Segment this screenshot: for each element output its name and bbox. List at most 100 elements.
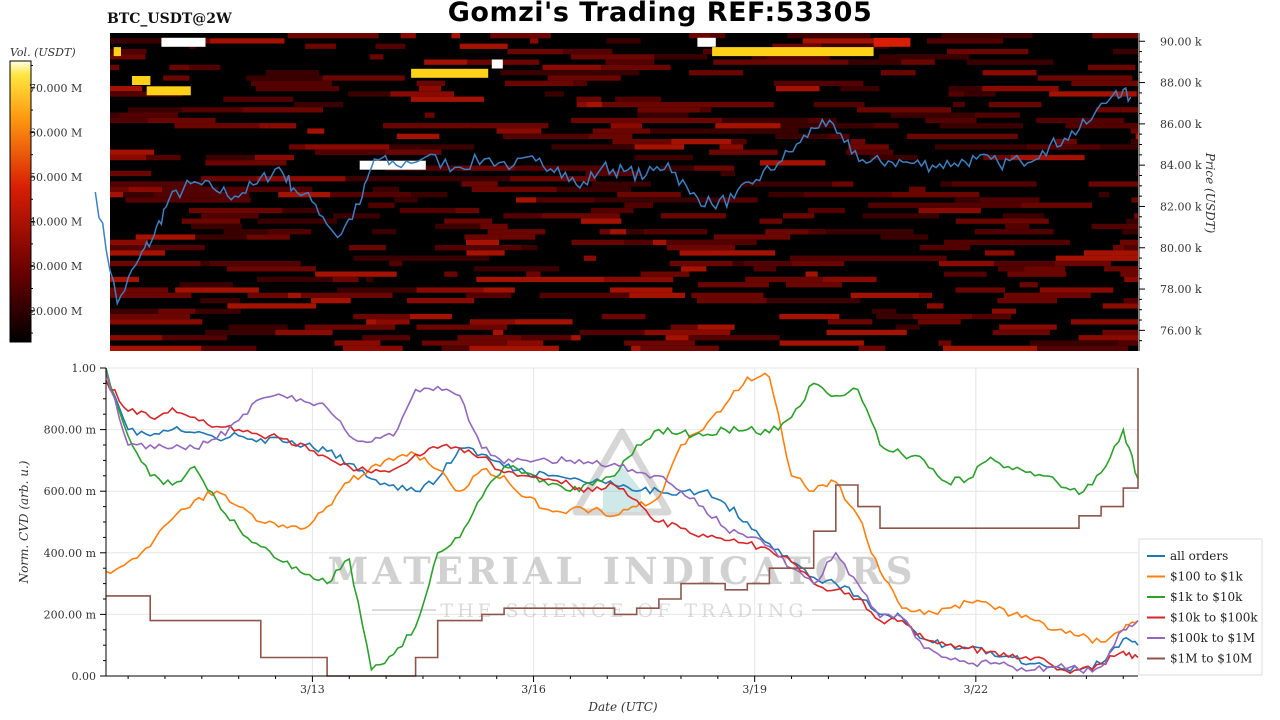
heatmap-cell	[275, 329, 333, 336]
heatmap-cell	[786, 282, 842, 288]
heatmap-cell	[195, 234, 247, 240]
heatmap-cell	[390, 91, 454, 97]
heatmap-cell	[330, 192, 411, 198]
heatmap-cell	[679, 250, 776, 256]
heatmap-cell	[201, 287, 259, 293]
heatmap-cell	[696, 298, 767, 304]
heatmap-panel: 90.00 k 88.00 k 86.00 k 84.00 k 82.00 k 80.00…	[94, 33, 1217, 351]
heatmap-cell	[1054, 260, 1112, 267]
heatmap-cell	[612, 139, 672, 145]
heatmap-cell	[953, 101, 965, 108]
heatmap-cell	[1003, 292, 1091, 298]
heatmap-cell	[228, 324, 288, 330]
heatmap-cell	[110, 48, 147, 55]
heatmap-cell	[322, 75, 405, 81]
heatmap-cell	[257, 276, 333, 283]
heatmap-cell	[1010, 154, 1085, 161]
heatmap-cell	[935, 144, 1027, 150]
heatmap-cell	[1039, 287, 1114, 293]
heatmap-cell	[710, 33, 726, 39]
heatmap-cell	[909, 186, 926, 192]
heatmap-cell	[204, 329, 276, 336]
colorbar-ticks: 70.000 M 60.000 M 50.000 M 40.000 M 30.000 M…	[29, 64, 82, 334]
heatmap-cell	[732, 260, 744, 267]
heatmap-cell	[466, 250, 505, 256]
heatmap-cell	[410, 192, 448, 198]
liquidity-band	[873, 37, 911, 47]
heatmap-cell	[719, 144, 744, 150]
heatmap-cell	[305, 144, 390, 150]
heatmap-cell	[268, 229, 312, 235]
heatmap-cell	[110, 308, 159, 314]
heatmap-cell	[606, 38, 641, 44]
heatmap-cell	[850, 139, 866, 145]
heatmap-cell	[869, 154, 918, 161]
heatmap-cell	[110, 335, 163, 341]
heatmap-cell	[396, 133, 440, 139]
heatmap-cell	[516, 197, 537, 203]
heatmap-cell	[803, 192, 892, 198]
heatmap-cell	[110, 192, 123, 198]
heatmap-cell	[1113, 245, 1125, 251]
heatmap-cell	[713, 59, 758, 65]
cvd-x-tick-label: 3/13	[300, 683, 325, 696]
heatmap-cell	[372, 229, 397, 235]
heatmap-cell	[416, 80, 446, 86]
heatmap-cell	[944, 239, 1016, 245]
heatmap-cell	[416, 287, 484, 293]
heatmap-cell	[539, 292, 630, 298]
heatmap-cell	[1135, 133, 1138, 139]
heatmap-cell	[848, 59, 902, 65]
heatmap-cell	[353, 255, 431, 261]
heatmap-cell	[110, 117, 148, 124]
heatmap-cell	[394, 197, 418, 203]
heatmap-cell	[1024, 266, 1066, 272]
heatmap-cell	[1083, 250, 1138, 256]
heatmap-cell	[175, 287, 202, 293]
heatmap-cell	[314, 149, 386, 155]
watermark: MATERIAL INDICATORS THE SCIENCE OF TRADI…	[328, 428, 912, 622]
heatmap-cell	[766, 298, 861, 304]
heatmap-cell	[334, 340, 381, 346]
heatmap-cell	[848, 144, 889, 150]
heatmap-cell	[444, 271, 458, 277]
heatmap-cell	[765, 229, 809, 235]
heatmap-cell	[110, 292, 130, 298]
colorbar-label: Vol. (USDT)	[10, 46, 76, 59]
heatmap-cell	[1037, 345, 1129, 351]
cvd-axes: 1.00 800.00 m 600.00 m 400.00 m 200.00 m 0.00…	[44, 362, 1138, 696]
heatmap-cell	[503, 213, 542, 219]
heatmap-cell	[435, 223, 481, 230]
price-tick-label: 80.00 k	[1160, 242, 1202, 255]
legend-entry-label: $100k to $1M	[1170, 631, 1255, 645]
heatmap-cell	[372, 186, 400, 192]
heatmap-cell	[586, 101, 603, 108]
heatmap-cell	[850, 292, 920, 298]
liquidity-band	[146, 86, 191, 96]
heatmap-cell	[697, 324, 735, 330]
heatmap-cell	[456, 176, 511, 182]
heatmap-cell	[767, 54, 830, 60]
heatmap-cell	[944, 271, 987, 277]
heatmap-cell	[997, 298, 1057, 304]
heatmap-cell	[1098, 192, 1110, 198]
heatmap-cell	[110, 112, 120, 118]
heatmap-cell	[972, 313, 1012, 320]
cvd-series-line	[105, 367, 1139, 672]
heatmap-cell	[743, 260, 792, 267]
heatmap-cell	[522, 276, 605, 283]
heatmap-cell	[994, 260, 1055, 267]
heatmap-cell	[660, 213, 726, 219]
heatmap-cell	[398, 176, 457, 182]
heatmap-cell	[399, 207, 456, 214]
heatmap-cell	[579, 329, 645, 336]
heatmap-cell	[576, 96, 602, 102]
heatmap-cell	[182, 107, 243, 113]
heatmap-cell	[257, 218, 337, 224]
heatmap-cell	[571, 335, 581, 341]
heatmap-cell	[563, 70, 640, 76]
heatmap-cell	[269, 123, 297, 129]
heatmap-cell	[984, 250, 1015, 256]
heatmap-cell	[573, 80, 588, 86]
heatmap-cell	[926, 38, 1004, 44]
